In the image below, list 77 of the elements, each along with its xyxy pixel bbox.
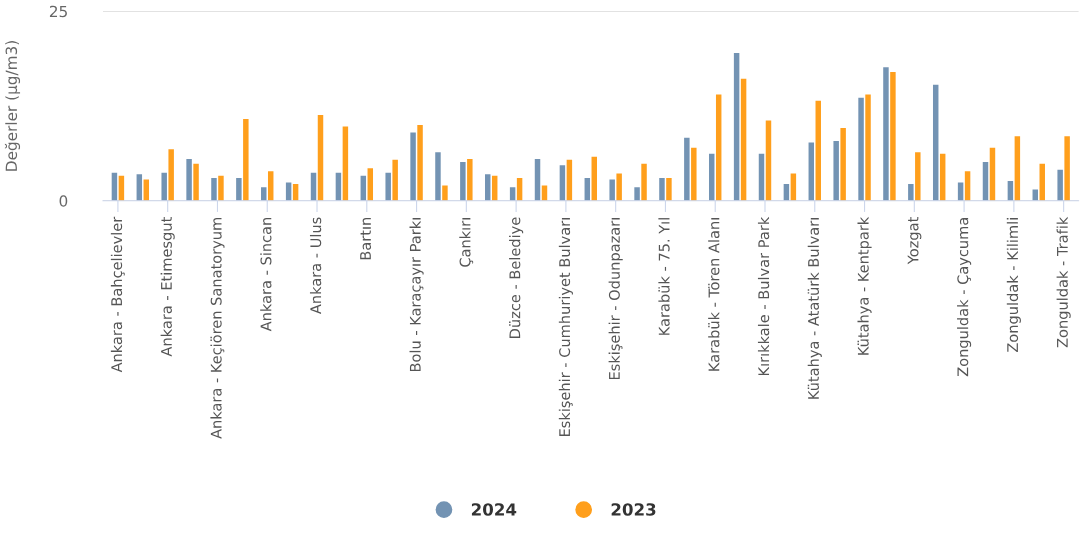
bar xyxy=(435,152,441,201)
x-tick-label: Zonguldak - Trafik xyxy=(1056,216,1071,348)
bar xyxy=(1057,169,1063,201)
x-tick-label: Yozgat xyxy=(907,217,922,265)
bar xyxy=(168,149,174,201)
bar xyxy=(218,175,224,201)
x-tick-label: Kütahya - Kentpark xyxy=(857,216,872,355)
x-tick-label: Çankırı xyxy=(459,218,474,267)
bar xyxy=(733,52,740,201)
bar xyxy=(417,124,423,201)
y-tick-label: 0 xyxy=(59,195,68,207)
x-tick-label: Bartın xyxy=(360,217,372,260)
bar xyxy=(161,172,167,201)
bar xyxy=(915,152,921,201)
bar xyxy=(666,178,672,201)
bar xyxy=(193,163,199,201)
x-tick-label: Ankara - Keçiören Sanatoryum xyxy=(210,217,225,439)
bar xyxy=(833,140,839,201)
bar xyxy=(883,67,889,201)
bar xyxy=(136,174,143,201)
x-tick-label: Karabük - Tören Alanı xyxy=(708,218,720,371)
x-tick-label: Kırıkkale - Bulvar Park xyxy=(757,216,770,376)
bar xyxy=(485,174,491,201)
x-tick-label: Ankara - Ulus xyxy=(309,217,322,315)
x-tick-label: Kütahya - Atatürk Bulvarı xyxy=(807,218,822,399)
x-tick-label: Ankara - Etimesgut xyxy=(160,217,175,357)
bar xyxy=(964,171,971,201)
bar xyxy=(815,100,821,201)
bar xyxy=(534,159,541,201)
y-axis-title: Değerler (µg/m3) xyxy=(4,41,21,171)
x-tick-label: Ankara - Sincan xyxy=(260,217,272,332)
bar xyxy=(342,126,349,201)
x-tick-label: Eskişehir - Cumhuriyet Bulvarı xyxy=(558,218,573,437)
bar xyxy=(765,120,772,201)
bar xyxy=(392,159,398,201)
bar xyxy=(211,178,217,201)
y-tick-label: 25 xyxy=(49,5,67,18)
bar xyxy=(932,84,939,201)
x-tick-label: Karabük - 75. Yıl xyxy=(658,218,670,335)
bar xyxy=(659,178,665,201)
x-tick-label: Düzce - Belediye xyxy=(509,217,524,338)
bar xyxy=(609,179,615,201)
bar xyxy=(908,184,914,201)
x-tick-label: Ankara - Bahçelievler xyxy=(110,216,125,373)
bar xyxy=(317,115,324,201)
bar xyxy=(1064,136,1070,201)
bar xyxy=(410,132,416,201)
x-tick-label: Zonguldak - Kilimli xyxy=(1006,218,1021,352)
bar xyxy=(691,147,697,201)
bar xyxy=(634,187,640,201)
bar xyxy=(858,97,864,201)
legend-label: 2024 xyxy=(471,503,517,516)
bar xyxy=(808,142,815,201)
bar xyxy=(684,137,690,201)
legend-label: 2023 xyxy=(611,503,656,516)
bar xyxy=(559,165,566,201)
bar xyxy=(715,94,722,201)
bar xyxy=(267,171,274,201)
bar xyxy=(460,162,466,201)
bar xyxy=(890,71,896,201)
bar xyxy=(1014,136,1021,201)
bar xyxy=(442,185,448,201)
bar xyxy=(616,173,622,201)
bar xyxy=(740,78,747,201)
bar xyxy=(982,162,989,201)
x-tick-label: Bolu - Karaçayır Parkı xyxy=(409,218,424,372)
bar xyxy=(236,178,242,201)
bar xyxy=(467,159,473,201)
bar xyxy=(385,172,391,201)
bar xyxy=(790,173,797,201)
bar xyxy=(840,127,846,201)
x-tick-label: Zonguldak - Çaycuma xyxy=(957,218,972,377)
bar xyxy=(865,94,871,201)
bar xyxy=(243,118,249,201)
bar xyxy=(186,159,192,201)
bar xyxy=(641,163,647,201)
x-tick-label: Eskişehir - Odunpazarı xyxy=(608,218,623,380)
